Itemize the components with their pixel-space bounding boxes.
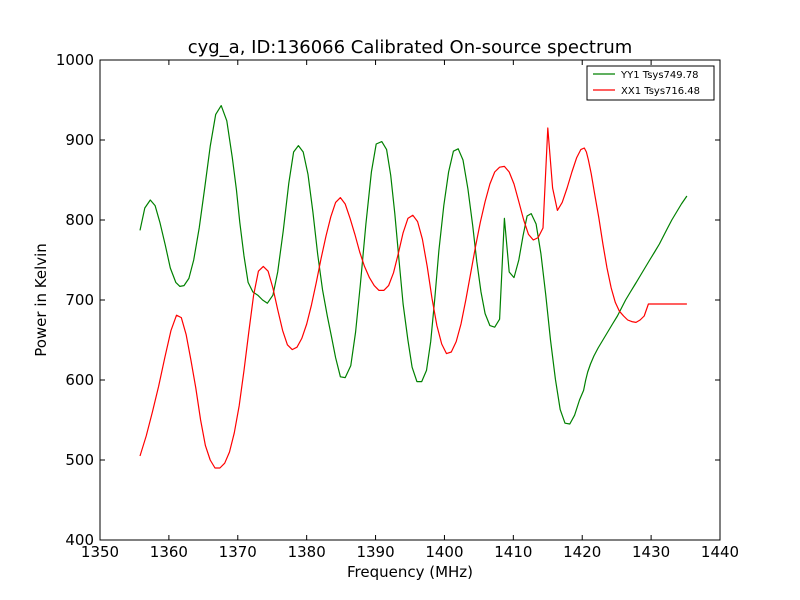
y-tick-label: 500 [65, 451, 94, 469]
legend-box [586, 65, 715, 101]
series-line-yy1 [139, 104, 688, 425]
x-axis-title: Frequency (MHz) [347, 563, 473, 581]
x-tick-label: 1380 [288, 543, 326, 561]
x-tick-label: 1410 [494, 543, 532, 561]
y-tick-label: 400 [65, 531, 94, 549]
y-tick-label: 800 [65, 211, 94, 229]
legend-label-yy1: YY1 Tsys749.78 [620, 70, 699, 81]
x-tick-label: 1390 [356, 543, 394, 561]
y-tick-label: 900 [65, 131, 94, 149]
x-tick-label: 1370 [219, 543, 257, 561]
x-tick-label: 1430 [632, 543, 670, 561]
series-layer [139, 104, 688, 469]
y-tick-label: 600 [65, 371, 94, 389]
x-tick-label: 1420 [563, 543, 601, 561]
x-axis-ticks: 1350 1360 1370 1380 1390 1400 1410 1420 1430 1440 [81, 60, 739, 561]
x-tick-label: 1440 [701, 543, 739, 561]
x-tick-label: 1350 [81, 543, 119, 561]
plot-area [99, 59, 721, 541]
legend: YY1 Tsys749.78 XX1 Tsys716.48 [586, 65, 715, 101]
series-line-xx1 [139, 127, 687, 469]
y-tick-label: 1000 [56, 51, 94, 69]
y-tick-label: 700 [65, 291, 94, 309]
x-tick-label: 1400 [425, 543, 463, 561]
x-tick-label: 1360 [150, 543, 188, 561]
y-axis-title: Power in Kelvin [32, 243, 50, 357]
y-axis-ticks: 400 500 600 700 800 900 1000 [56, 51, 720, 549]
chart-title: cyg_a, ID:136066 Calibrated On-source sp… [188, 37, 633, 58]
legend-label-xx1: XX1 Tsys716.48 [621, 86, 700, 97]
